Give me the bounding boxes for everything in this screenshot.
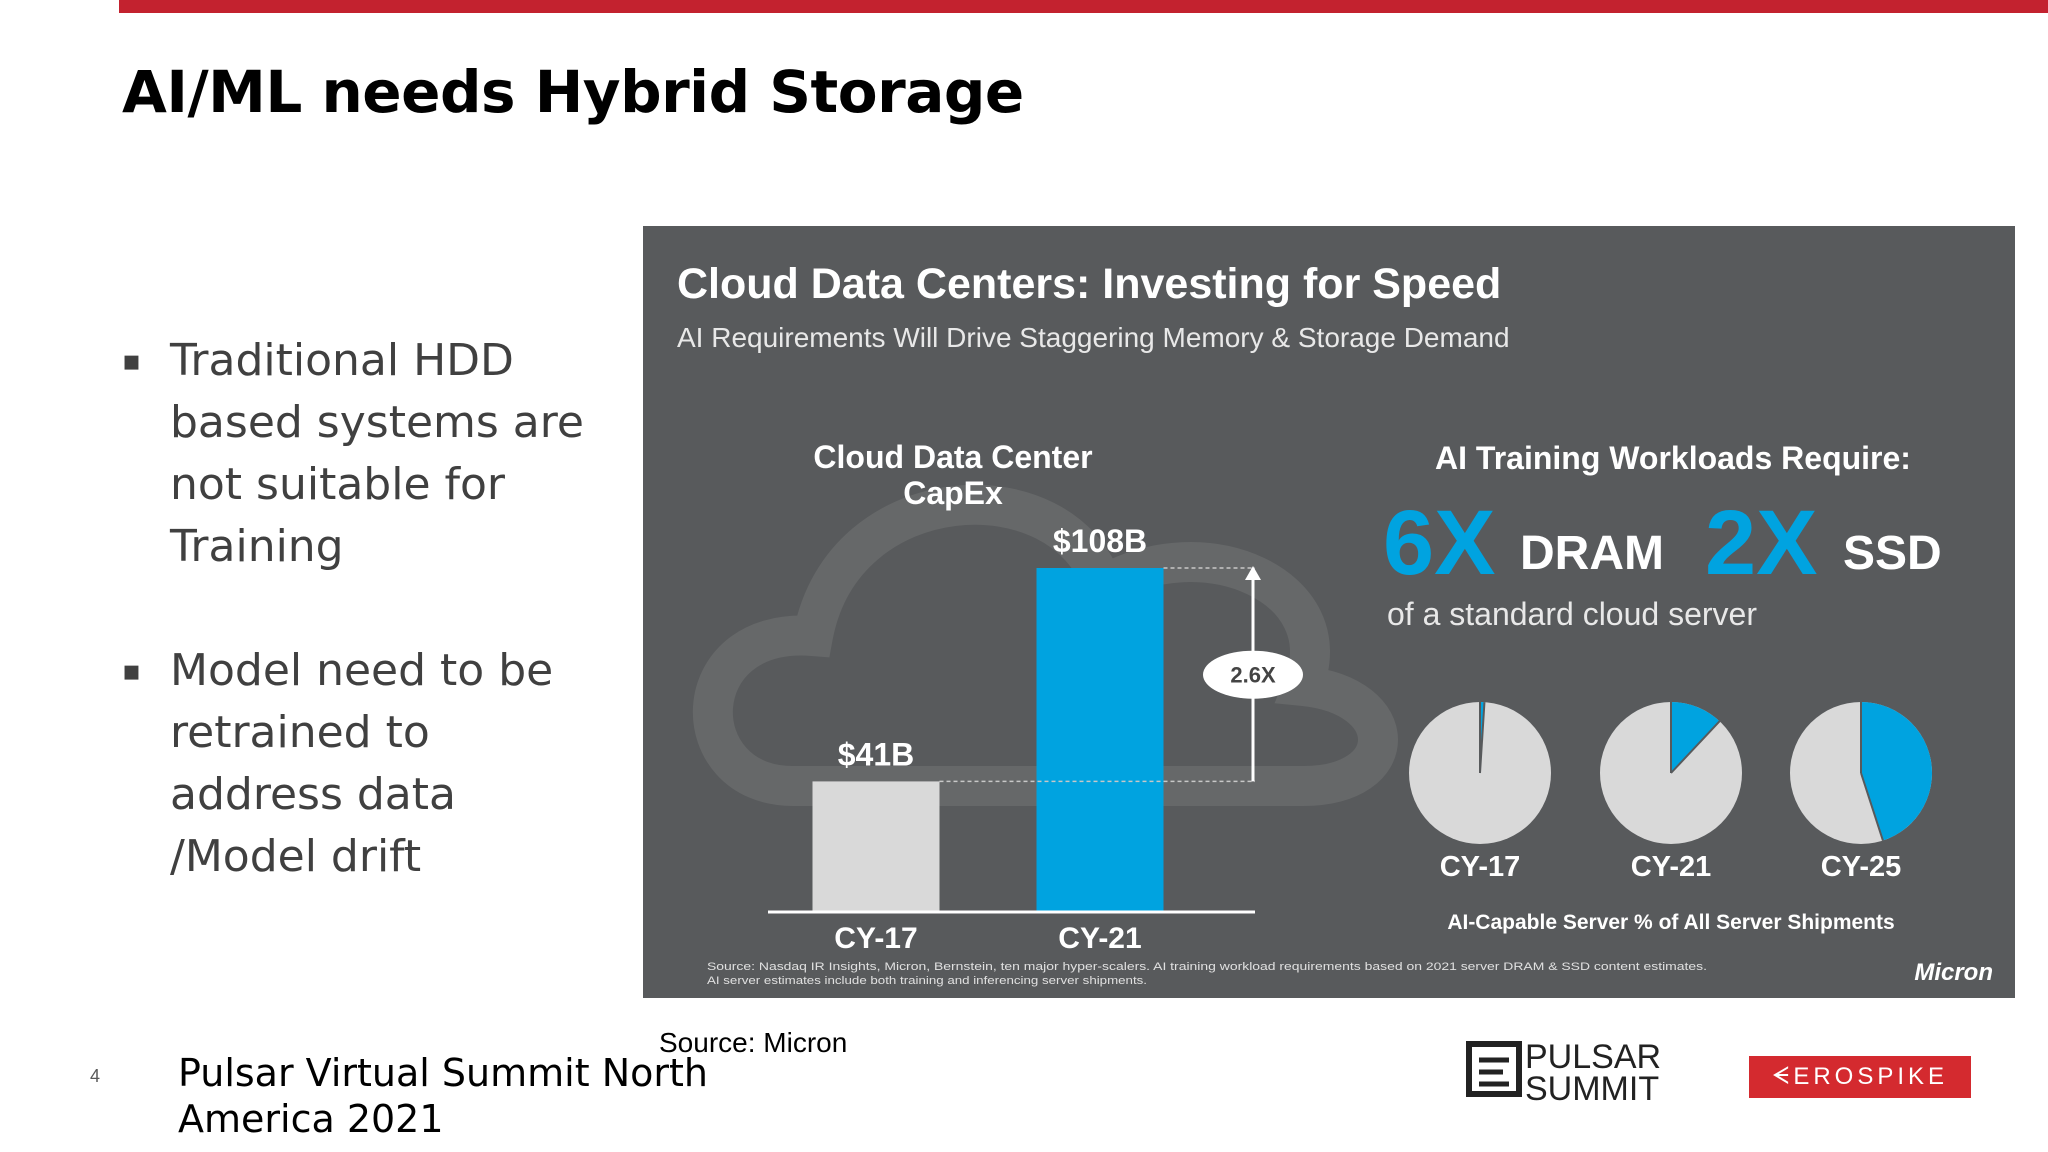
ai-workloads-title: AI Training Workloads Require: <box>1435 440 1911 476</box>
cloud-watermark-icon <box>692 484 1398 806</box>
pie-caption: AI-Capable Server % of All Server Shipme… <box>1447 911 1894 934</box>
embedded-source-line1: Source: Nasdaq IR Insights, Micron, Bern… <box>707 961 1707 973</box>
bullet-item: ▪ Traditional HDD based systems are not … <box>120 330 640 578</box>
embedded-subtitle: AI Requirements Will Drive Staggering Me… <box>677 322 1510 353</box>
standard-server-label: of a standard cloud server <box>1387 596 1757 632</box>
micron-slide-image: Cloud Data Centers: Investing for Speed … <box>643 226 2015 998</box>
aerospike-logo: ᗕEROSPIKE <box>1749 1056 1971 1098</box>
page-number: 4 <box>90 1066 101 1086</box>
capex-title-line2: CapEx <box>903 475 1003 511</box>
capex-title: Cloud Data Center <box>813 439 1092 475</box>
pulsar-icon-lines <box>1479 1057 1509 1087</box>
growth-bubble <box>1203 650 1303 699</box>
pulsar-icon <box>1466 1041 1522 1097</box>
bullet-text: Traditional HDD based systems are not su… <box>170 335 584 572</box>
capex-bar-value-label: $108B <box>1053 523 1147 559</box>
pulsar-summit-logo: PULSAR SUMMIT <box>1466 1038 1661 1102</box>
pulsar-logo-line1: PULSAR <box>1525 1038 1661 1076</box>
bullet-marker: ▪ <box>122 654 141 687</box>
pie-ai-slice <box>1861 702 1933 841</box>
dram-label: DRAM <box>1520 527 1664 580</box>
embedded-source-line2: AI server estimates include both trainin… <box>707 975 1147 987</box>
embedded-title: Cloud Data Centers: Investing for Speed <box>677 260 1501 308</box>
pie-ai-slice <box>1671 702 1720 773</box>
pie-divider <box>1860 772 1884 841</box>
growth-label: 2.6X <box>1230 663 1276 688</box>
pie-divider <box>1670 720 1721 774</box>
pie-category-label: CY-21 <box>1631 851 1712 883</box>
pulsar-logo-line2: SUMMIT <box>1525 1070 1659 1102</box>
capex-category-label: CY-17 <box>834 922 917 955</box>
capex-bar-value-label: $41B <box>838 736 915 772</box>
footer-event-name: Pulsar Virtual Summit North America 2021 <box>178 1051 708 1141</box>
bullet-item: ▪ Model need to be retrained to address … <box>120 640 640 888</box>
ssd-label: SSD <box>1843 527 1942 580</box>
bullet-text: Model need to be retrained to address da… <box>170 645 554 882</box>
capex-bar-cy-21 <box>1036 568 1164 912</box>
capex-category-label: CY-21 <box>1058 922 1141 955</box>
micron-logo: Micron <box>1914 959 1993 986</box>
pie-category-label: CY-17 <box>1440 851 1521 883</box>
ai-server-pie-charts: CY-17 CY-21 CY-25 <box>1409 702 1933 883</box>
bullet-marker: ▪ <box>122 344 141 377</box>
slide-title: AI/ML needs Hybrid Storage <box>122 58 1024 126</box>
top-accent-bar <box>119 0 2048 13</box>
pie-divider <box>1479 702 1486 774</box>
dram-multiplier: 6X <box>1383 492 1496 594</box>
source-caption: Source: Micron <box>659 1027 848 1058</box>
growth-arrowhead-icon <box>1245 566 1261 580</box>
ssd-multiplier: 2X <box>1705 492 1818 594</box>
bullet-list: ▪ Traditional HDD based systems are not … <box>120 330 640 950</box>
capex-bar-chart: $41B CY-17 $108B CY-21 2.6X <box>768 523 1303 955</box>
capex-bar-cy-17 <box>812 781 940 912</box>
pie-category-label: CY-25 <box>1821 851 1902 883</box>
